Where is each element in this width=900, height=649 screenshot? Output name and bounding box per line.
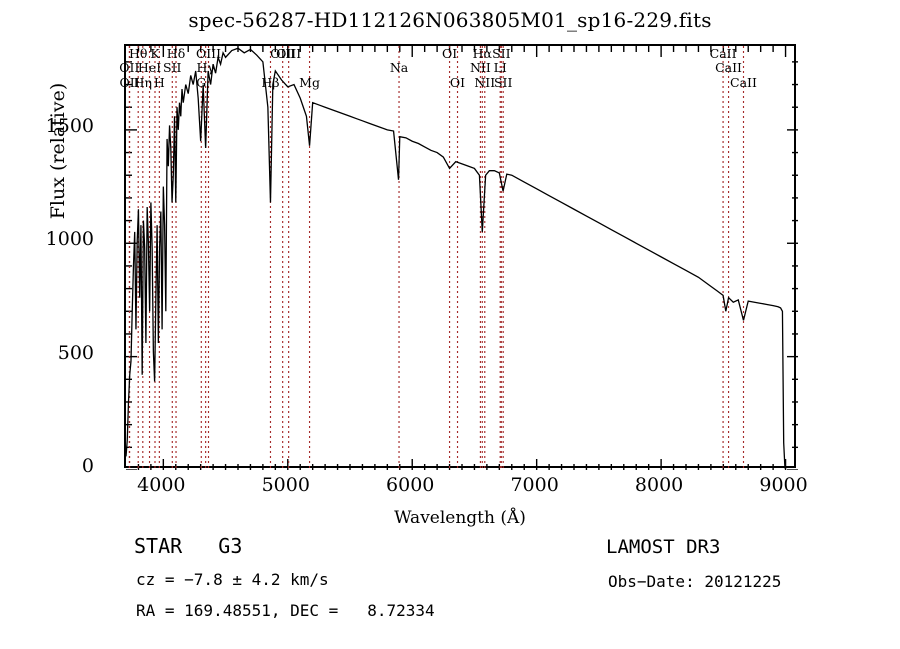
line-label-na: Na: [389, 60, 409, 75]
line-label-nii: NII: [474, 75, 496, 90]
x-tick-label: 9000: [759, 474, 808, 496]
line-label-oiii: OIII: [270, 46, 296, 61]
x-axis-label: Wavelength (Å): [394, 508, 526, 528]
line-label-sii: SII: [493, 75, 513, 90]
line-label-mg: Mg: [299, 75, 320, 90]
line-label-h: H: [153, 75, 165, 90]
line-label-hβ: Hβ: [261, 75, 280, 90]
line-label-hθ: Hθ: [128, 46, 148, 61]
plot-canvas: [126, 46, 798, 470]
line-label-li: LI: [493, 60, 507, 75]
line-label-g: G: [196, 75, 207, 90]
line-label-oi: OI: [441, 46, 458, 61]
y-tick-label: 0: [81, 455, 94, 477]
line-label-k: K: [150, 46, 160, 61]
y-tick-label: 1000: [45, 228, 94, 251]
line-label-hγ: Hγ: [196, 60, 215, 75]
line-label-hη: Hη: [133, 75, 152, 90]
line-label-oii: OII: [119, 60, 140, 75]
line-label-oii: OII: [119, 75, 140, 90]
x-tick-label: 8000: [634, 474, 684, 496]
line-label-sii: SII: [163, 60, 182, 75]
line-label-oi: OI: [449, 75, 466, 90]
line-label-sii: SII: [492, 46, 511, 61]
annotation-obs-date: Obs−Date: 20121225: [608, 572, 782, 591]
x-tick-label: 5000: [261, 474, 310, 496]
y-tick-label: 1500: [45, 114, 94, 137]
line-label-nii: NII: [469, 60, 491, 75]
annotation-coordinates: RA = 169.48551, DEC = 8.72334: [136, 601, 435, 620]
line-label-caii: CaII: [730, 75, 757, 90]
page-title: spec-56287-HD112126N063805M01_sp16-229.f…: [188, 8, 712, 32]
plot-area: OII OII Hθ Hη HeI K H Hδ SII Hγ G OIII Hβ OIII OIII Mg N…: [119, 44, 798, 470]
x-tick-label: 6000: [386, 474, 435, 496]
annotation-redshift-velocity: cz = −7.8 ± 4.2 km/s: [136, 570, 329, 589]
y-tick-label: 500: [57, 341, 94, 364]
x-tick-label: 4000: [137, 474, 186, 496]
spectrum-trace: [126, 47, 787, 470]
line-label-hδ: Hδ: [166, 46, 186, 61]
line-label-caii: CaII: [715, 60, 742, 75]
x-tick-label: 7000: [510, 474, 559, 496]
annotation-object-class: STAR G3: [134, 534, 243, 558]
line-label-caii: CaII: [709, 46, 737, 61]
line-label-oiii: OIII: [276, 46, 302, 61]
line-label-oiii: OIII: [195, 46, 222, 61]
line-label-hα: Hα: [472, 46, 492, 61]
line-label-hei: HeI: [137, 60, 162, 75]
annotation-survey: LAMOST DR3: [606, 536, 721, 558]
